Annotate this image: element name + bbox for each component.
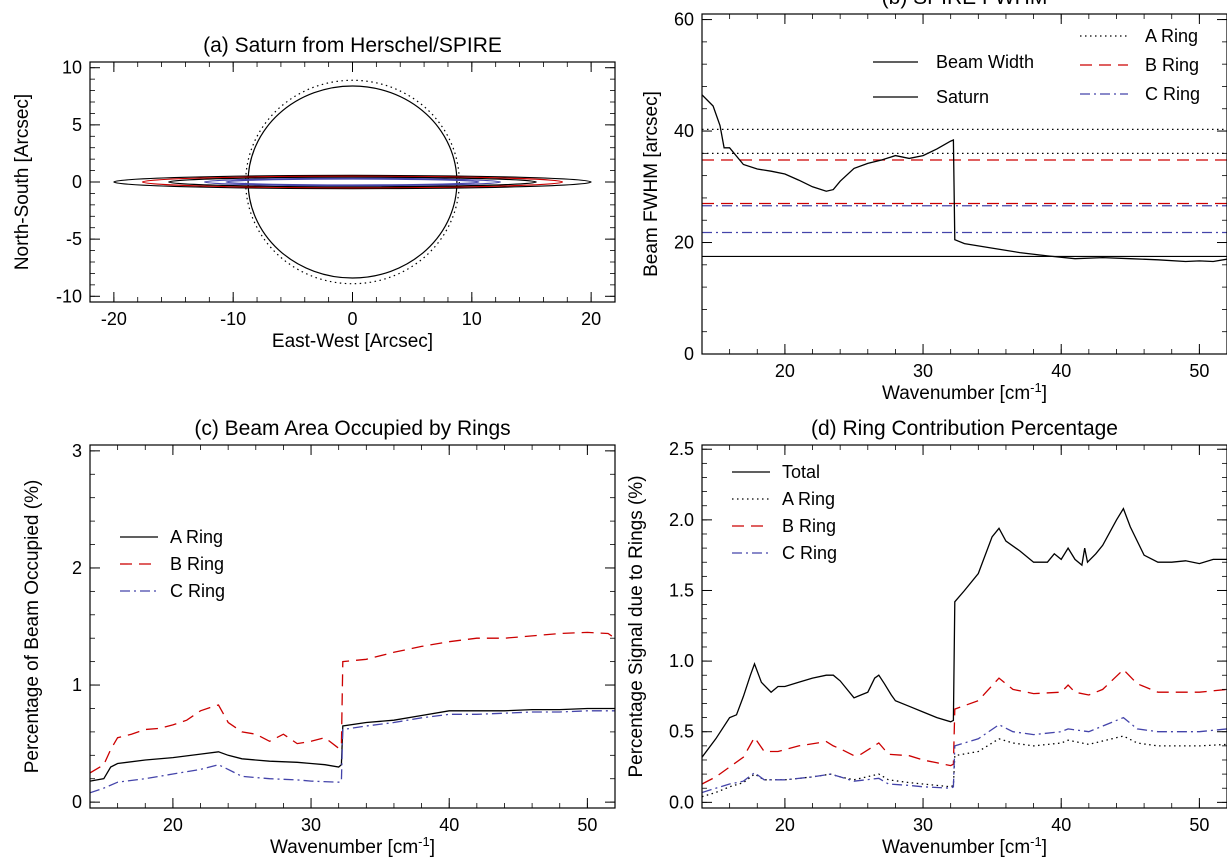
legend-label: Total	[782, 462, 820, 482]
x-axis-label-text: East-West [Arcsec]	[272, 331, 433, 352]
x-tick-label: 40	[439, 815, 459, 835]
y-tick-label: 2.0	[669, 510, 694, 530]
axes-frame	[701, 444, 1227, 809]
x-tick-label: 50	[1189, 361, 1209, 381]
y-axis-label: Percentage Signal due to Rings (%)	[626, 475, 647, 777]
x-axis-label-superscript: -1	[1030, 380, 1042, 395]
x-axis-label-text: Wavenumber [cm	[882, 383, 1030, 404]
y-tick-label: 0.0	[669, 792, 694, 812]
axes-frame	[89, 444, 616, 809]
x-tick-label: 10	[462, 309, 482, 329]
y-tick-label: 40	[674, 121, 694, 141]
x-axis-label-superscript: -1	[418, 834, 430, 849]
ring-inner-2	[225, 178, 480, 186]
legend-label: C Ring	[170, 581, 225, 601]
y-axis-label: North-South [Arcsec]	[12, 94, 33, 270]
x-tick-label: 20	[581, 309, 601, 329]
x-tick-label: 20	[163, 815, 183, 835]
series-b-ring	[702, 668, 1227, 785]
x-axis-label-text: Wavenumber [cm	[270, 837, 418, 858]
y-tick-label: 1.0	[669, 651, 694, 671]
x-tick-label: 50	[577, 815, 597, 835]
x-axis-label: East-West [Arcsec]	[272, 331, 433, 352]
y-tick-label: 0	[684, 344, 694, 364]
x-axis-label-end: ]	[1042, 837, 1047, 858]
legend-label: C Ring	[782, 543, 837, 563]
x-tick-label: -20	[101, 309, 127, 329]
y-tick-label: 20	[674, 233, 694, 253]
legend-label: A Ring	[1145, 26, 1198, 46]
y-tick-label: 2	[72, 558, 82, 578]
x-axis-label-superscript: -1	[1030, 834, 1042, 849]
legend-label: B Ring	[1145, 55, 1199, 75]
chart-title: (a) Saturn from Herschel/SPIRE	[203, 34, 502, 57]
legend-label: Saturn	[936, 87, 989, 107]
x-axis-label-end: ]	[1042, 383, 1047, 404]
y-axis-label: Percentage of Beam Occupied (%)	[22, 480, 43, 774]
disk-outline	[245, 79, 460, 285]
x-axis-label: Wavenumber [cm-1]	[882, 380, 1047, 405]
y-tick-label: 2.5	[669, 439, 694, 459]
y-tick-label: 0	[72, 792, 82, 812]
series-b-ring	[90, 631, 615, 774]
x-tick-label: -10	[220, 309, 246, 329]
legend-label: B Ring	[782, 516, 836, 536]
plot-area	[90, 631, 615, 794]
panel-b: (b) SPIRE FWHM 20 30 40 50 0 20 40 60 Wavenumber …	[641, 0, 1227, 404]
x-axis-label: Wavenumber [cm-1]	[882, 834, 1047, 859]
series-c-ring	[90, 710, 615, 794]
panel-c: (c) Beam Area Occupied by Rings 20 30 40 50 0…	[22, 417, 616, 859]
x-tick-label: 20	[775, 361, 795, 381]
x-tick-label: 50	[1189, 815, 1209, 835]
chart-title: (d) Ring Contribution Percentage	[811, 417, 1118, 440]
y-tick-label: 0	[72, 172, 82, 192]
panel-d: (d) Ring Contribution Percentage 20 30 40 50…	[626, 417, 1227, 858]
x-axis-label-end: ]	[430, 837, 435, 858]
y-tick-label: 5	[72, 115, 82, 135]
panel-a: (a) Saturn from Herschel/SPIRE -20 -10 0 10 2…	[12, 34, 616, 352]
y-tick-label: 1.5	[669, 580, 694, 600]
plot-area	[702, 507, 1227, 798]
y-tick-label: 60	[674, 10, 694, 30]
y-tick-label: 0.5	[669, 722, 694, 742]
x-axis-label: Wavenumber [cm-1]	[270, 834, 435, 859]
y-tick-label: -5	[66, 229, 82, 249]
x-tick-label: 40	[1051, 815, 1071, 835]
x-tick-label: 0	[347, 309, 357, 329]
x-tick-label: 30	[301, 815, 321, 835]
ring-outer-2	[141, 175, 564, 189]
axes-frame	[701, 13, 1227, 355]
legend-label: B Ring	[170, 554, 224, 574]
y-tick-label: 1	[72, 675, 82, 695]
x-axis-label-text: Wavenumber [cm	[882, 837, 1030, 858]
y-tick-label: 3	[72, 441, 82, 461]
chart-title: (c) Beam Area Occupied by Rings	[194, 417, 510, 440]
disk	[247, 85, 458, 279]
series-a-ring	[90, 707, 615, 782]
y-tick-label: 10	[62, 58, 82, 78]
series-total	[702, 507, 1227, 758]
legend-label: A Ring	[170, 527, 223, 547]
series-beam-width	[702, 94, 1227, 263]
x-tick-label: 30	[913, 361, 933, 381]
legend-label: A Ring	[782, 489, 835, 509]
series-a-ring	[702, 735, 1227, 798]
x-tick-label: 20	[775, 815, 795, 835]
plot-area	[113, 79, 592, 285]
ring-middle	[168, 176, 537, 188]
legend-label: Beam Width	[936, 52, 1034, 72]
series-c-ring	[702, 716, 1227, 794]
x-tick-label: 30	[913, 815, 933, 835]
x-tick-label: 40	[1051, 361, 1071, 381]
y-tick-label: -10	[56, 286, 82, 306]
ring-inner-1	[203, 177, 502, 187]
chart-title: (b) SPIRE FWHM	[882, 0, 1048, 9]
legend-label: C Ring	[1145, 84, 1200, 104]
y-axis-label: Beam FWHM [arcsec]	[641, 91, 662, 277]
ring-outer-1	[113, 174, 592, 190]
plot-area	[702, 94, 1227, 263]
axes-frame	[89, 61, 616, 303]
